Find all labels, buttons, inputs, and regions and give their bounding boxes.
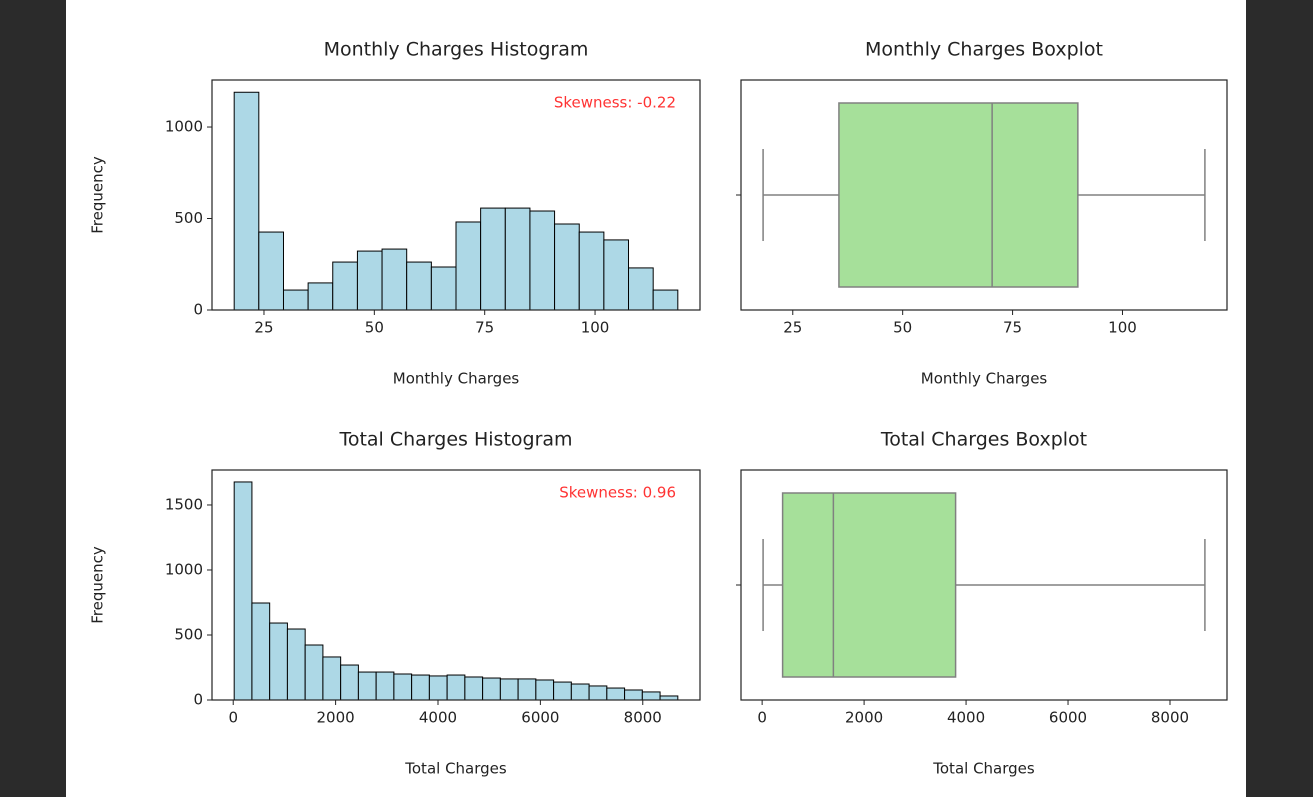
histogram-bar bbox=[286, 628, 306, 701]
histogram-bar bbox=[480, 207, 506, 311]
chart-title: Total Charges Histogram bbox=[338, 429, 572, 451]
histogram-bar bbox=[624, 689, 643, 701]
y-tick-label: 500 bbox=[174, 209, 203, 227]
histogram-bar bbox=[304, 644, 324, 701]
histogram-bar bbox=[307, 282, 334, 311]
histogram-bar bbox=[322, 656, 342, 701]
histogram-bar bbox=[570, 683, 590, 701]
histogram-bar bbox=[233, 91, 260, 311]
histogram-bar bbox=[430, 266, 457, 311]
x-axis-label: Monthly Charges bbox=[921, 370, 1048, 388]
histogram-bar bbox=[233, 481, 253, 701]
histogram-bar bbox=[529, 210, 556, 311]
histogram-bar bbox=[606, 687, 626, 701]
x-tick-label: 6000 bbox=[521, 709, 559, 727]
histogram-bar bbox=[504, 207, 531, 311]
x-tick-label: 75 bbox=[1003, 319, 1022, 337]
histogram-bar bbox=[659, 695, 679, 701]
histogram-bar bbox=[251, 602, 271, 701]
histogram-bar bbox=[375, 671, 395, 701]
x-tick-label: 100 bbox=[581, 319, 610, 337]
histogram-bar bbox=[652, 289, 679, 311]
x-tick-label: 8000 bbox=[1151, 709, 1189, 727]
y-axis-label: Frequency bbox=[89, 546, 107, 624]
histogram-bar bbox=[406, 261, 432, 311]
axes-frame bbox=[740, 79, 1228, 311]
histogram-bar bbox=[628, 267, 654, 311]
y-tick-label: 500 bbox=[174, 625, 203, 643]
histogram-bar bbox=[357, 671, 377, 701]
x-tick-label: 8000 bbox=[624, 709, 662, 727]
x-tick-label: 75 bbox=[475, 319, 494, 337]
histogram-bar bbox=[455, 221, 482, 311]
histogram-bar bbox=[603, 239, 630, 311]
chart-title: Total Charges Boxplot bbox=[880, 429, 1087, 451]
histogram-bar bbox=[393, 673, 413, 701]
histogram-bar bbox=[553, 681, 572, 701]
y-tick-label: 0 bbox=[193, 691, 203, 709]
x-tick-label: 2000 bbox=[845, 709, 883, 727]
axes-frame bbox=[211, 469, 701, 701]
x-axis-label: Monthly Charges bbox=[393, 370, 520, 388]
box bbox=[838, 102, 1079, 288]
chart-title: Monthly Charges Boxplot bbox=[865, 39, 1103, 61]
histogram-bar bbox=[499, 678, 519, 701]
x-axis-label: Total Charges bbox=[404, 760, 507, 778]
y-tick-label: 0 bbox=[193, 301, 203, 319]
x-tick-label: 100 bbox=[1108, 319, 1137, 337]
histogram-bar bbox=[517, 678, 537, 701]
x-tick-label: 25 bbox=[254, 319, 273, 337]
chart-title: Monthly Charges Histogram bbox=[324, 39, 589, 61]
histogram-bar bbox=[381, 248, 408, 311]
histogram-bar bbox=[554, 223, 580, 311]
x-tick-label: 50 bbox=[893, 319, 912, 337]
box bbox=[781, 492, 957, 678]
histogram-bar bbox=[269, 622, 288, 701]
x-axis-label: Total Charges bbox=[932, 760, 1035, 778]
histogram-bar bbox=[588, 685, 608, 701]
histogram-bar bbox=[578, 231, 605, 311]
x-tick-label: 25 bbox=[783, 319, 802, 337]
y-axis-label: Frequency bbox=[89, 156, 107, 234]
histogram-bar bbox=[428, 675, 448, 701]
x-tick-label: 0 bbox=[228, 709, 238, 727]
histogram-bar bbox=[464, 676, 484, 701]
histogram-bar bbox=[282, 289, 309, 311]
annotation: Skewness: -0.22 bbox=[554, 94, 676, 112]
x-tick-label: 4000 bbox=[419, 709, 457, 727]
histogram-bar bbox=[482, 677, 501, 701]
x-tick-label: 50 bbox=[365, 319, 384, 337]
annotation: Skewness: 0.96 bbox=[559, 484, 676, 502]
histogram-bar bbox=[446, 674, 466, 701]
axes-frame bbox=[740, 469, 1228, 701]
histogram-bar bbox=[340, 664, 359, 701]
histogram-bar bbox=[258, 231, 284, 311]
histogram-bar bbox=[332, 261, 358, 311]
histogram-bar bbox=[411, 674, 430, 701]
y-tick-label: 1000 bbox=[165, 560, 203, 578]
axes-frame bbox=[211, 79, 701, 311]
x-tick-label: 2000 bbox=[317, 709, 355, 727]
histogram-bar bbox=[356, 250, 383, 311]
histogram-bar bbox=[535, 679, 555, 701]
x-tick-label: 4000 bbox=[947, 709, 985, 727]
y-tick-label: 1000 bbox=[165, 118, 203, 136]
histogram-bar bbox=[641, 691, 661, 701]
x-tick-label: 6000 bbox=[1049, 709, 1087, 727]
x-tick-label: 0 bbox=[757, 709, 767, 727]
y-tick-label: 1500 bbox=[165, 495, 203, 513]
